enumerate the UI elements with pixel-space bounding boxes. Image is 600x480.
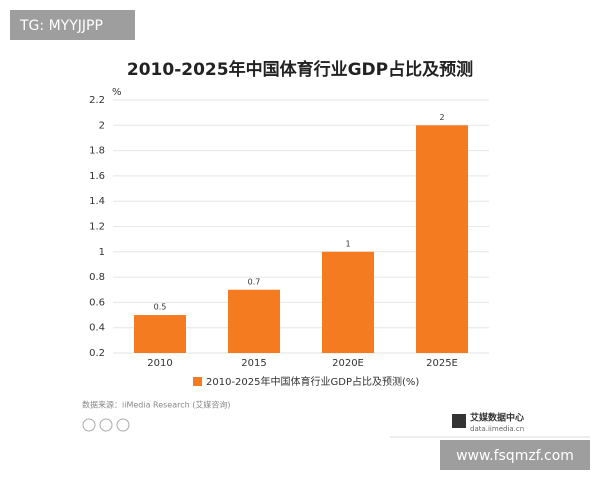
y-tick-label: 1	[99, 247, 105, 258]
data-label: 1	[345, 239, 350, 248]
y-tick-label: 0.8	[89, 272, 105, 283]
y-tick-label: 2.2	[89, 95, 105, 106]
y-tick-label: 0.6	[89, 297, 105, 308]
y-unit: %	[112, 87, 122, 98]
logo-mark	[452, 414, 466, 428]
bar	[322, 251, 374, 353]
watermark: TG: MYYJJPP	[19, 18, 103, 34]
watermark: www.fsqmzf.com	[456, 448, 574, 464]
y-tick-label: 0.4	[89, 323, 105, 334]
bar	[416, 125, 468, 353]
icon	[99, 418, 113, 432]
y-tick-label: 1.2	[89, 222, 105, 233]
y-tick-label: 2	[99, 120, 105, 131]
y-tick-label: 1.4	[89, 196, 105, 207]
watermark-box	[10, 10, 135, 40]
license-icons	[82, 418, 130, 432]
legend-label: 2010-2025年中国体育行业GDP占比及预测(%)	[206, 375, 419, 388]
data-label: 0.5	[154, 303, 167, 312]
logo-url: data.iimedia.cn	[470, 425, 524, 433]
logo-name: 艾媒数据中心	[470, 412, 524, 424]
source: 数据来源：iiMedia Research (艾媒咨询)	[82, 400, 231, 410]
legend-swatch	[193, 377, 202, 386]
x-tick-label: 2025E	[426, 358, 458, 369]
data-label: 0.7	[248, 277, 261, 286]
icon	[116, 418, 130, 432]
bar	[134, 315, 186, 353]
x-tick-label: 2010	[147, 358, 172, 369]
x-tick-label: 2020E	[332, 358, 364, 369]
y-tick-label: 1.6	[89, 171, 105, 182]
icon	[82, 418, 96, 432]
y-tick-label: 0.2	[89, 348, 105, 359]
data-label: 2	[439, 113, 444, 122]
bar	[228, 289, 280, 353]
watermark-box	[440, 440, 590, 470]
y-tick-label: 1.8	[89, 146, 105, 157]
x-tick-label: 2015	[241, 358, 266, 369]
chart-title: 2010-2025年中国体育行业GDP占比及预测	[127, 59, 473, 80]
